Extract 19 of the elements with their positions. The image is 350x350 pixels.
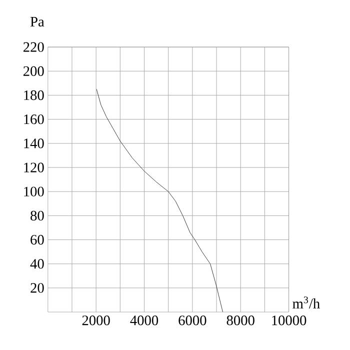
y-tick-label: 200 (23, 66, 44, 76)
y-tick-label: 160 (24, 114, 44, 124)
y-tick-label: 120 (24, 162, 44, 172)
y-tick-label: 180 (24, 90, 44, 100)
line-series (96, 88, 224, 312)
y-tick-label: 20 (30, 283, 44, 293)
x-tick-label: 6000 (178, 316, 206, 326)
y-tick-label: 60 (30, 234, 44, 245)
x-tick-label: 4000 (130, 316, 158, 326)
y-tick-label: 40 (30, 259, 44, 269)
x-tick-label: 2000 (82, 316, 110, 326)
x-axis-title: m$^{3}$/h (292, 296, 320, 309)
y-tick-label: 220 (23, 42, 44, 52)
y-axis-title: Pa (30, 16, 44, 27)
y-tick-label: 140 (24, 138, 44, 148)
y-tick-label: 100 (24, 186, 44, 196)
x-tick-label: 8000 (226, 316, 254, 326)
y-tick-label: 80 (30, 210, 44, 221)
x-tick-label: 10000 (272, 316, 306, 326)
